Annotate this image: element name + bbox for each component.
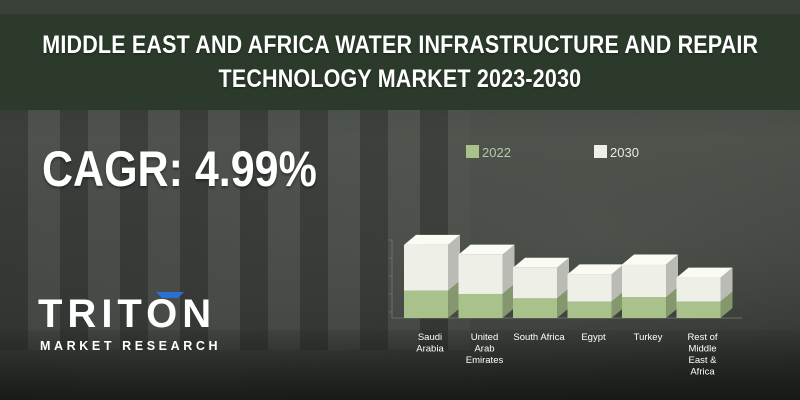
bar-2022-3	[567, 301, 612, 318]
bar-2030-5	[676, 277, 721, 302]
category-label-1: Arab	[474, 344, 494, 355]
bar-top-2030-1	[458, 244, 515, 255]
bar-side-2030-2	[557, 257, 569, 299]
bar-2022-2	[513, 298, 557, 318]
category-label-5: Rest of	[687, 332, 717, 343]
legend-swatch-2030	[594, 145, 607, 158]
bar-side-2030-4	[666, 254, 678, 298]
bar-2030-3	[567, 274, 612, 302]
legend-label-2022: 2022	[482, 145, 511, 160]
bar-side-2030-5	[720, 267, 733, 302]
bar-side-2030-3	[611, 264, 624, 302]
category-label-5: East &	[689, 355, 718, 366]
bar-top-2030-4	[622, 254, 678, 265]
bar-side-2022-3	[611, 291, 624, 318]
category-label-2: South Africa	[513, 332, 565, 343]
logo-wordmark: TRITON	[38, 292, 217, 336]
category-label-1: Emirates	[466, 355, 504, 366]
water-backdrop	[0, 330, 800, 400]
bar-2022-1	[458, 293, 503, 318]
bar-side-2022-5	[720, 291, 733, 318]
bar-side-2022-4	[666, 287, 678, 318]
category-label-0: Saudi	[418, 332, 442, 343]
bar-top-2030-5	[676, 267, 733, 278]
bar-2022-4	[622, 297, 666, 318]
triton-logo: TRITON MARKET RESEARCH	[38, 288, 238, 358]
bar-side-2030-0	[448, 234, 460, 291]
category-label-1: United	[471, 332, 498, 343]
category-label-5: Middle	[689, 344, 717, 355]
bar-top-2030-2	[513, 257, 569, 268]
category-label-4: Turkey	[634, 332, 663, 343]
bar-side-2022-2	[557, 288, 569, 318]
category-label-3: Egypt	[581, 332, 606, 343]
bar-2030-1	[458, 254, 503, 294]
legend-label-2030: 2030	[610, 145, 639, 160]
legend-swatch-2022	[466, 145, 479, 158]
title-line-2: TECHNOLOGY MARKET 2023-2030	[218, 65, 582, 93]
bar-side-2022-0	[448, 280, 460, 318]
bar-top-2030-3	[567, 264, 624, 275]
logo-accent-mark	[156, 292, 184, 298]
bar-2030-2	[513, 267, 557, 299]
logo-tagline: MARKET RESEARCH	[40, 339, 222, 353]
bar-top-2030-0	[404, 234, 460, 245]
title-banner: MIDDLE EAST AND AFRICA WATER INFRASTRUCT…	[0, 14, 800, 110]
cagr-label: CAGR: 4.99%	[42, 141, 317, 197]
category-label-5: Africa	[690, 367, 715, 378]
bar-side-2022-1	[502, 283, 515, 318]
bar-2022-5	[676, 301, 721, 318]
bar-2030-4	[622, 264, 666, 298]
bar-side-2030-1	[502, 244, 515, 294]
title-line-1: MIDDLE EAST AND AFRICA WATER INFRASTRUCT…	[42, 31, 758, 59]
bar-2022-0	[404, 290, 448, 318]
bar-2030-0	[404, 244, 448, 291]
category-label-0: Arabia	[416, 344, 444, 355]
